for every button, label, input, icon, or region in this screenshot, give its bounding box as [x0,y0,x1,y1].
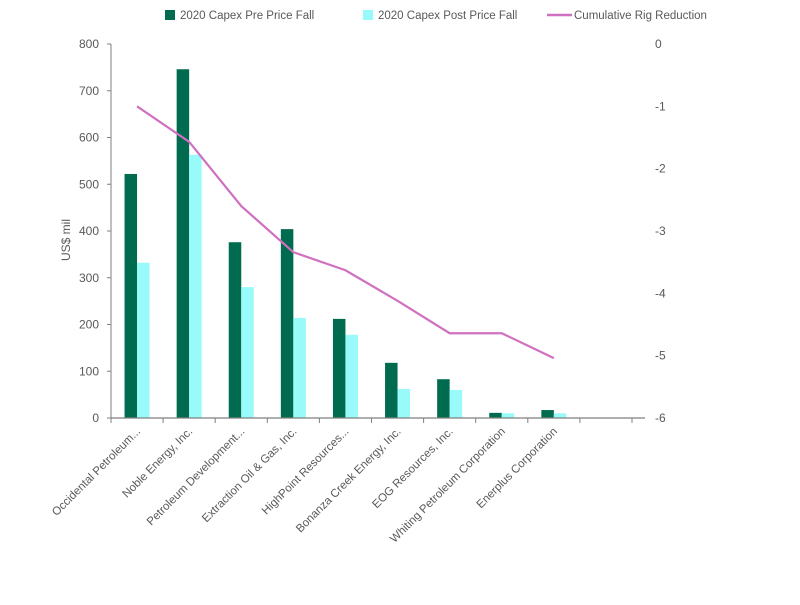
legend-label-pre: 2020 Capex Pre Price Fall [180,10,314,22]
bar-post [137,263,150,418]
y-tick-label: 300 [79,271,99,285]
bar-pre [333,319,346,418]
x-tick-label: Occidental Petroleum... [50,426,143,519]
y-axis-label: US$ mil [59,219,73,261]
legend-label-post: 2020 Capex Post Price Fall [378,10,517,22]
bar-pre [229,242,242,418]
bar-pre [281,229,294,418]
y-tick-label: 500 [79,177,99,191]
y2-tick-label: -1 [655,99,666,113]
x-tick-label: Extraction Oil & Gas, Inc. [200,426,299,525]
bar-post [502,413,515,418]
x-tick-label: Petroleum Development... [145,426,247,528]
y-tick-label: 400 [79,224,99,238]
legend-label-line: Cumulative Rig Reduction [574,10,707,22]
bar-pre [125,174,138,418]
y-tick-label: 100 [79,364,99,378]
y2-tick-label: -4 [655,286,666,300]
x-tick-label: HighPoint Resources... [260,426,352,518]
y2-tick-label: -6 [655,411,666,425]
bar-pre [541,410,554,418]
legend: 2020 Capex Pre Price Fall 2020 Capex Pos… [165,10,707,22]
bar-post [398,389,411,418]
bar-pre [177,69,190,418]
bar-post [345,335,358,418]
y-tick-label: 200 [79,318,99,332]
y-tick-label: 800 [79,37,99,51]
y2-tick-label: -5 [655,349,666,363]
bar-post [189,155,202,418]
x-tick-label: Bonanza Creek Energy, Inc. [294,426,404,536]
y-tick-label: 0 [92,411,99,425]
bar-pre [385,363,398,418]
y2-tick-label: -2 [655,162,666,176]
y2-tick-label: 0 [655,37,662,51]
bar-post [450,390,463,418]
y2-tick-label: -3 [655,224,666,238]
bar-post [554,413,567,418]
legend-swatch-post [363,10,373,20]
bar-pre [489,413,502,418]
bar-post [241,287,254,418]
bar-post [293,318,306,418]
y-tick-label: 600 [79,131,99,145]
y-tick-label: 700 [79,84,99,98]
x-tick-label: Whiting Petroleum Corporation [388,426,508,546]
legend-swatch-pre [165,10,175,20]
bar-pre [437,379,450,418]
